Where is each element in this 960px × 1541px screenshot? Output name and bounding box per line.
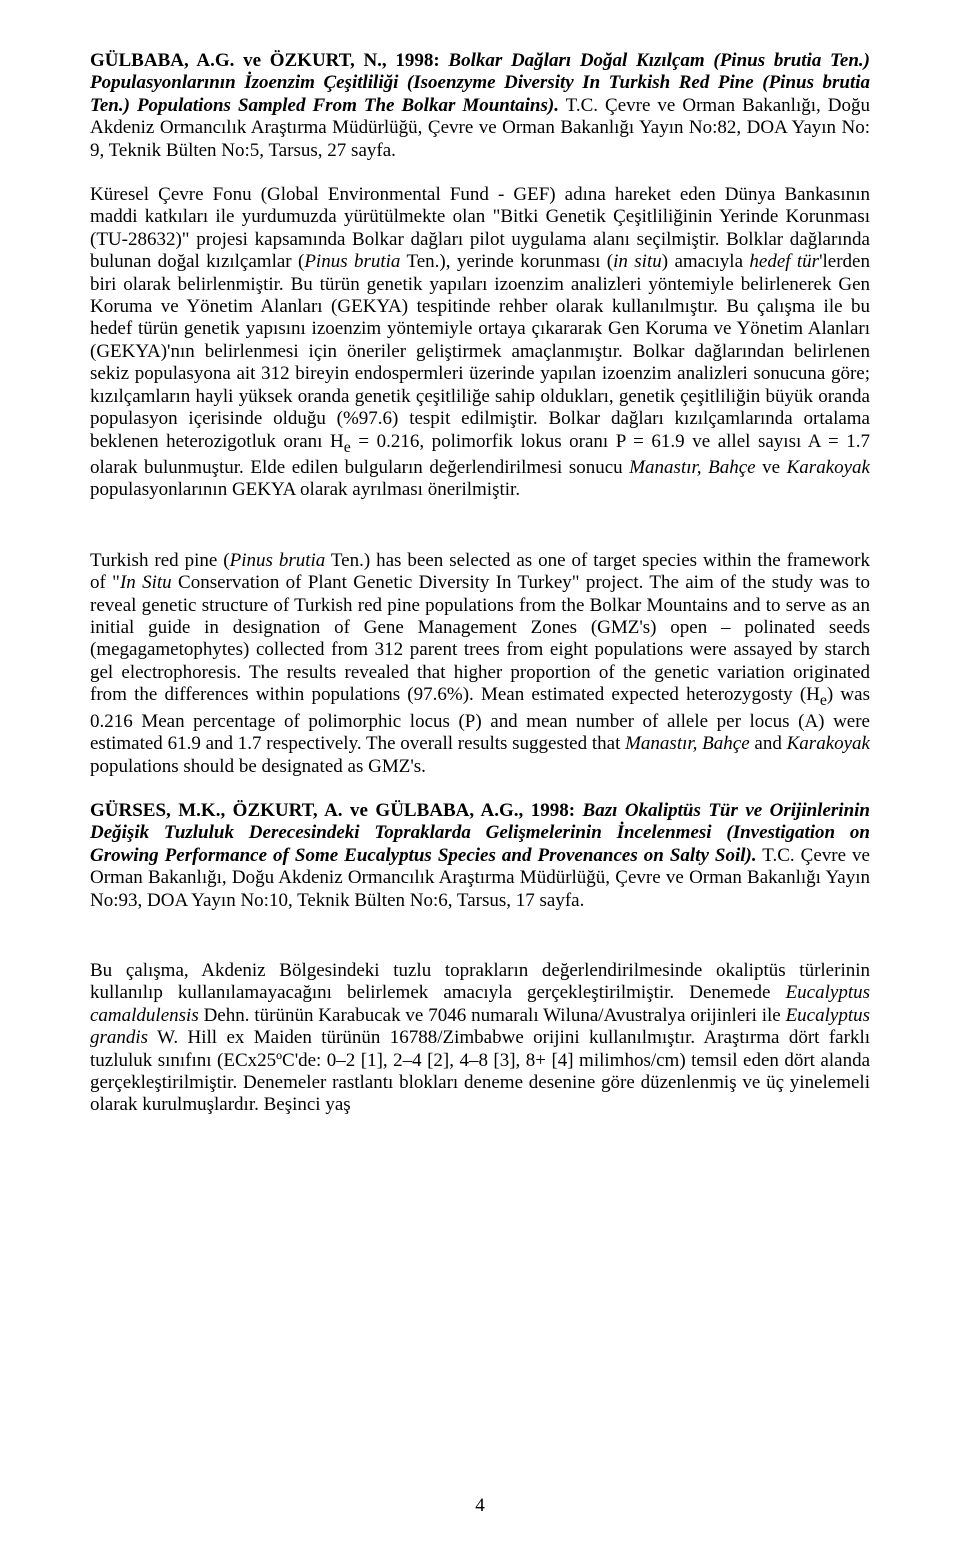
text-run: Pinus brutia [304,251,400,272]
text-run: GÜRSES, M.K., ÖZKURT, A. ve GÜLBABA, A.G… [90,800,583,821]
text-run: Manastır, Bahçe [625,733,750,754]
text-run: ) amacıyla [662,251,750,272]
text-run: populations should be designated as GMZ'… [90,756,426,777]
text-run: Pinus brutia [230,550,326,571]
text-run: in situ [613,251,662,272]
text-run: hedef tür [749,251,819,272]
text-run: Bu çalışma, Akdeniz Bölgesindeki tuzlu t… [90,960,870,1003]
text-run: Dehn. türünün Karabucak ve 7046 numaralı… [199,1005,786,1026]
page: GÜLBABA, A.G. ve ÖZKURT, N., 1998: Bolka… [0,0,960,1541]
paragraph: Turkish red pine (Pinus brutia Ten.) has… [90,550,870,778]
text-run: 'lerden biri olarak belirlenmiştir. Bu t… [90,251,870,451]
text-run: and [750,733,787,754]
page-number: 4 [0,1495,960,1517]
text-run: populasyonlarının GEKYA olarak ayrılması… [90,479,520,500]
text-run: Ten.), yerinde korunması ( [400,251,613,272]
paragraph: GÜLBABA, A.G. ve ÖZKURT, N., 1998: Bolka… [90,50,870,162]
text-run: Turkish red pine ( [90,550,230,571]
paragraph: Küresel Çevre Fonu (Global Environmental… [90,184,870,502]
spacer [90,934,870,960]
text-run: ve [756,457,787,478]
text-run: Karakoyak [787,457,870,478]
text-run: GÜLBABA, A.G. ve ÖZKURT, N., 1998: [90,50,448,71]
text-run: Conservation of Plant Genetic Diversity … [90,572,870,705]
text-run: In Situ [120,572,172,593]
text-run: Karakoyak [787,733,870,754]
text-run: Manastır, Bahçe [629,457,755,478]
page-content: GÜLBABA, A.G. ve ÖZKURT, N., 1998: Bolka… [90,50,870,1117]
spacer [90,524,870,550]
text-run: e [820,692,827,709]
text-run: W. Hill ex Maiden türünün 16788/Zimbabwe… [90,1027,870,1115]
paragraph: Bu çalışma, Akdeniz Bölgesindeki tuzlu t… [90,960,870,1117]
paragraph: GÜRSES, M.K., ÖZKURT, A. ve GÜLBABA, A.G… [90,800,870,912]
text-run: e [344,438,351,455]
